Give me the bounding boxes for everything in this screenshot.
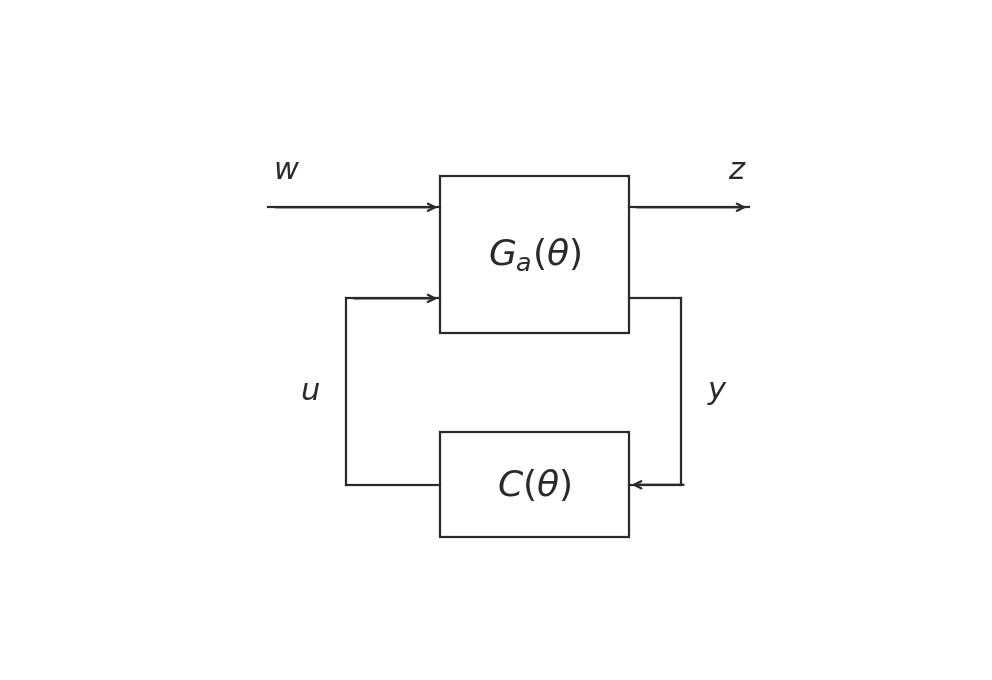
Text: $C(\theta)$: $C(\theta)$	[497, 466, 571, 503]
Text: $y$: $y$	[707, 376, 728, 407]
Bar	[440, 432, 629, 537]
Text: $u$: $u$	[300, 376, 319, 407]
Text: $z$: $z$	[728, 155, 747, 186]
Text: $w$: $w$	[273, 155, 300, 186]
Bar	[440, 176, 629, 333]
Text: $G_a(\theta)$: $G_a(\theta)$	[488, 236, 581, 273]
